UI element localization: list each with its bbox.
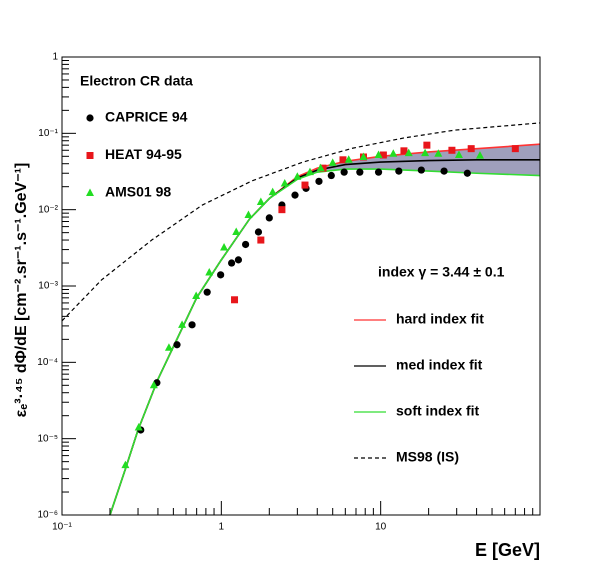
legend-marker xyxy=(86,152,94,159)
y-tick-label: 10⁻³ xyxy=(38,281,58,292)
data-point xyxy=(192,291,201,299)
data-point xyxy=(315,177,323,185)
legend-label: hard index fit xyxy=(396,311,484,327)
data-point xyxy=(454,150,463,159)
data-point xyxy=(339,156,347,164)
data-point xyxy=(268,187,277,196)
data-point xyxy=(434,149,443,157)
data-point xyxy=(134,423,143,431)
data-point xyxy=(319,164,327,172)
data-point xyxy=(256,197,265,206)
data-point xyxy=(293,172,302,180)
data-point xyxy=(440,167,448,175)
data-point xyxy=(188,321,196,329)
data-point xyxy=(356,168,364,176)
data-point xyxy=(234,256,243,264)
data-point xyxy=(280,179,289,187)
data-point xyxy=(417,166,425,174)
data-point xyxy=(149,380,158,389)
data-point xyxy=(379,151,387,159)
legend-label: soft index fit xyxy=(396,403,480,419)
data-point xyxy=(421,148,430,157)
data-point xyxy=(164,343,173,351)
y-tick-label: 10⁻⁶ xyxy=(37,510,58,521)
data-point xyxy=(178,320,187,328)
legend-title: Electron CR data xyxy=(80,73,193,89)
data-point xyxy=(278,206,286,214)
data-point xyxy=(395,167,403,175)
legend-label: HEAT 94-95 xyxy=(105,146,182,162)
data-point xyxy=(359,152,368,160)
data-point xyxy=(423,141,431,149)
annotation: index γ = 3.44 ± 0.1 xyxy=(378,264,505,280)
data-point xyxy=(389,149,398,157)
data-point xyxy=(231,296,239,304)
data-point xyxy=(205,268,214,276)
data-point xyxy=(173,341,181,349)
data-point xyxy=(463,169,471,177)
data-point xyxy=(328,158,337,166)
data-point xyxy=(203,288,211,296)
data-point xyxy=(291,191,299,199)
fit-line xyxy=(62,122,540,322)
fit-line xyxy=(109,168,540,515)
data-point xyxy=(217,271,225,279)
data-point xyxy=(448,146,456,154)
data-point xyxy=(301,181,309,189)
legend-label: CAPRICE 94 xyxy=(105,109,188,125)
data-point xyxy=(265,214,273,222)
legend-marker xyxy=(86,188,94,196)
data-point xyxy=(511,145,519,153)
legend-label: AMS01 98 xyxy=(105,184,171,200)
x-axis-label: E [GeV] xyxy=(475,540,540,560)
data-point xyxy=(327,171,335,180)
data-point xyxy=(232,227,241,235)
data-point xyxy=(220,242,229,251)
data-point xyxy=(404,148,413,157)
data-point xyxy=(257,236,265,244)
y-tick-label: 10⁻⁴ xyxy=(37,357,58,368)
data-point xyxy=(316,163,325,172)
y-tick-label: 1 xyxy=(52,52,58,63)
data-point xyxy=(241,240,250,249)
data-point xyxy=(344,155,353,163)
plot-frame xyxy=(61,56,541,516)
legend-label: MS98 (IS) xyxy=(396,449,459,465)
data-point xyxy=(254,228,263,236)
data-point xyxy=(244,210,253,219)
data-point xyxy=(228,259,236,267)
data-point xyxy=(374,150,383,159)
x-tick-label: 10 xyxy=(375,522,387,533)
legend-label: med index fit xyxy=(396,357,483,373)
y-tick-label: 10⁻² xyxy=(38,204,58,215)
plot-area xyxy=(62,122,540,515)
data-point xyxy=(467,145,475,153)
x-tick-label: 10⁻¹ xyxy=(52,522,72,533)
data-point xyxy=(400,147,408,155)
data-point xyxy=(121,460,130,469)
data-point xyxy=(475,151,484,159)
y-axis-label: εₑ³·⁴⁵ dΦ/dE [cm⁻².sr⁻¹.s⁻¹.GeV⁻¹] xyxy=(13,163,30,418)
x-tick-label: 1 xyxy=(219,522,225,533)
y-tick-label: 10⁻¹ xyxy=(38,128,58,139)
y-tick-label: 10⁻⁵ xyxy=(37,433,58,444)
legend-marker xyxy=(86,114,94,122)
data-point xyxy=(374,168,383,176)
data-point xyxy=(305,167,314,176)
data-point xyxy=(340,168,348,176)
